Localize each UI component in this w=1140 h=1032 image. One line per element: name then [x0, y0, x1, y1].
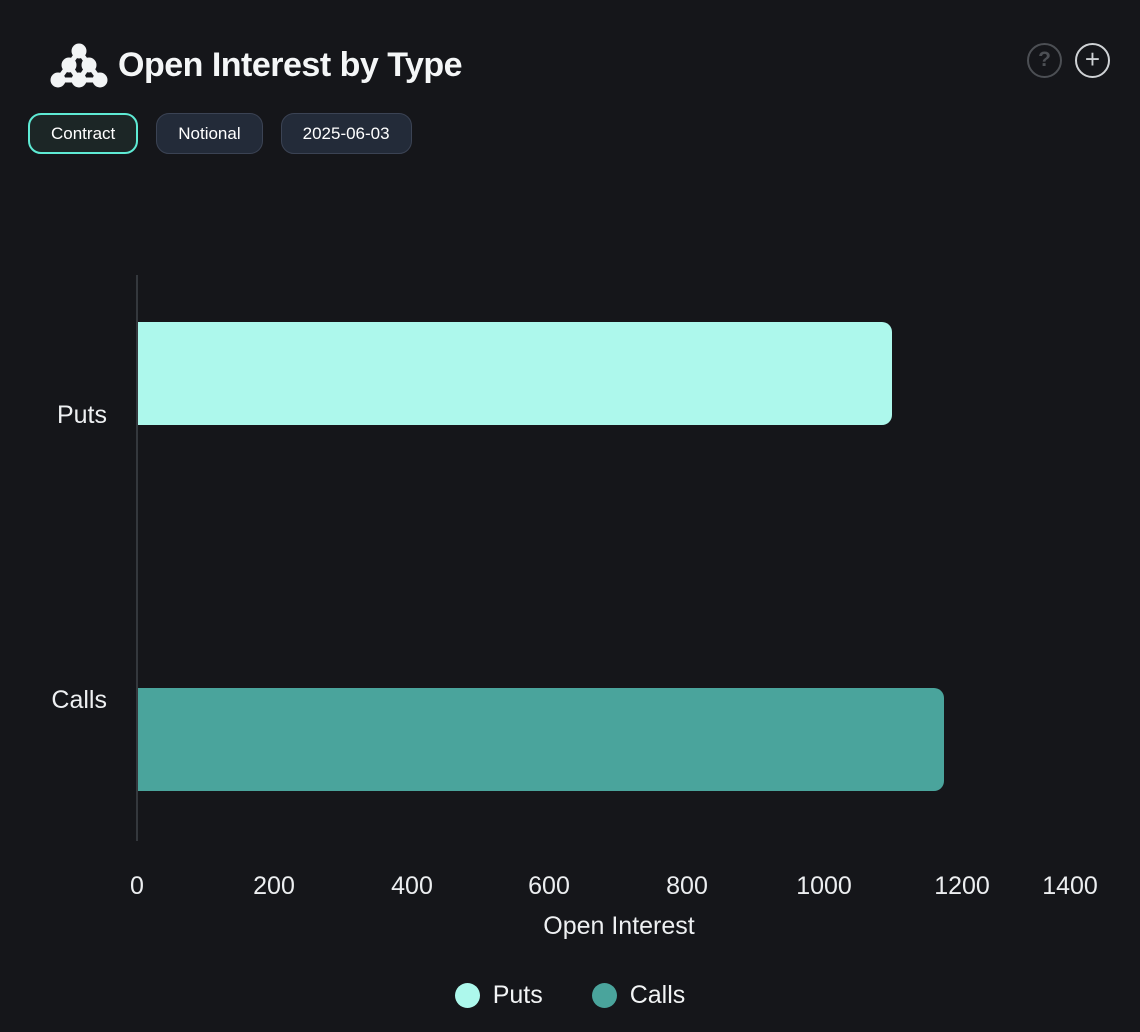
x-tick-1200: 1200 [934, 872, 990, 900]
dot-pyramid-logo-icon [50, 43, 108, 88]
calls-bar[interactable] [138, 688, 944, 791]
x-tick-600: 600 [528, 872, 570, 900]
help-button[interactable]: ? [1027, 43, 1062, 78]
calls-legend-marker-icon [591, 983, 617, 1008]
mode-toolbar: Contract Notional 2025-06-03 [28, 113, 412, 154]
x-axis-title: Open Interest [543, 912, 695, 940]
panel-header: Open Interest by Type ? + [0, 0, 1140, 100]
legend-label-puts: Puts [492, 981, 543, 1009]
x-tick-200: 200 [253, 872, 295, 900]
x-tick-1400: 1400 [1042, 872, 1098, 900]
legend-label-calls: Calls [629, 981, 686, 1009]
chart-legend: Puts Calls [0, 981, 1140, 1010]
question-mark-icon: ? [1038, 48, 1051, 71]
puts-bar[interactable] [138, 322, 892, 425]
add-button[interactable]: + [1075, 43, 1110, 78]
y-tick-label-puts: Puts [56, 401, 107, 429]
x-tick-0: 0 [130, 872, 144, 900]
x-tick-800: 800 [666, 872, 708, 900]
plus-icon: + [1084, 44, 1101, 74]
contract-toggle-button[interactable]: Contract [28, 113, 139, 154]
date-select-button[interactable]: 2025-06-03 [280, 113, 412, 154]
puts-legend-marker-icon [454, 983, 480, 1008]
x-tick-400: 400 [391, 872, 433, 900]
y-tick-label-calls: Calls [51, 686, 107, 714]
header-actions: ? + [1027, 43, 1110, 78]
legend-item-puts[interactable]: Puts [454, 981, 543, 1010]
x-tick-1000: 1000 [796, 872, 852, 900]
legend-item-calls[interactable]: Calls [591, 981, 686, 1010]
y-axis-line [136, 275, 138, 841]
page-title: Open Interest by Type [118, 46, 463, 84]
notional-toggle-button[interactable]: Notional [156, 113, 263, 154]
